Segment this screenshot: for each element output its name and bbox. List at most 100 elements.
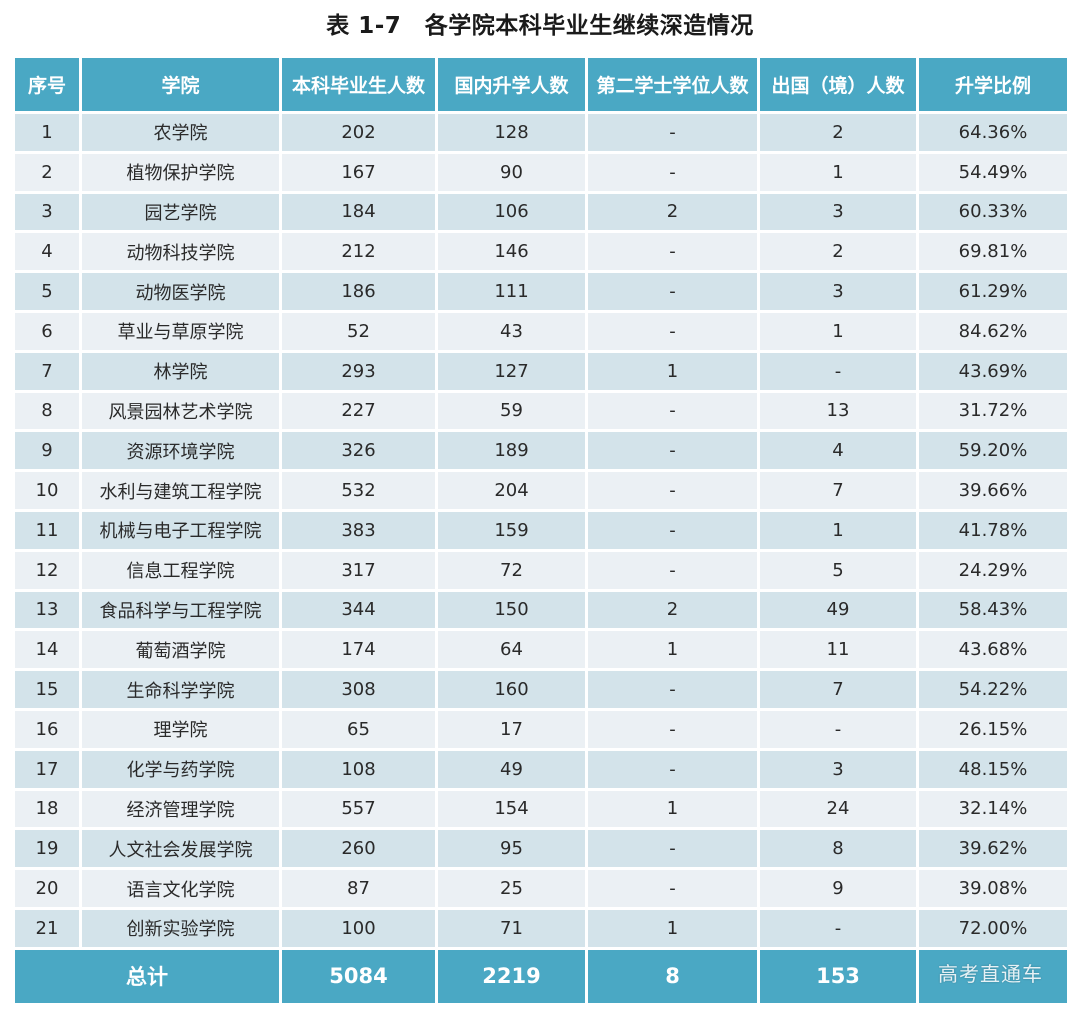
table-row: 20 语言文化学院 87 25-9 39.08% xyxy=(15,870,1067,907)
total-second-degree: 8 xyxy=(588,949,757,1003)
cell-college: 草业与草原学院 xyxy=(82,312,279,350)
cell-college: 动物医学院 xyxy=(82,273,279,310)
total-graduates: 5084 xyxy=(282,949,435,1003)
cell-abroad: 3 xyxy=(760,750,916,788)
table-row: 10 水利与建筑工程学院 532 204-7 39.66% xyxy=(15,472,1067,509)
header-abroad: 出国（境）人数 xyxy=(760,58,916,111)
cell-index: 16 xyxy=(15,710,79,748)
table-row: 13 食品科学与工程学院 344 150 2 49 58.43% xyxy=(15,591,1067,629)
cell-index: 11 xyxy=(15,511,79,549)
total-label: 总计 xyxy=(15,949,279,1003)
cell-second-degree: - xyxy=(588,432,757,470)
cell-domestic: 160 xyxy=(438,671,585,708)
cell-college: 水利与建筑工程学院 xyxy=(82,472,279,509)
cell-domestic: 150 xyxy=(438,591,585,629)
cell-college: 理学院 xyxy=(82,710,279,748)
table-row: 17 化学与药学院 108 49-3 48.15% xyxy=(15,750,1067,788)
cell-graduates: 326 xyxy=(282,432,435,470)
cell-index: 19 xyxy=(15,830,79,868)
cell-index: 4 xyxy=(15,233,79,271)
table-row: 8 风景园林艺术学院 227 59-13 31.72% xyxy=(15,392,1067,430)
cell-second-degree: - xyxy=(588,830,757,868)
table-title: 表 1-7 各学院本科毕业生继续深造情况 xyxy=(326,13,754,39)
cell-graduates: 52 xyxy=(282,312,435,350)
cell-college: 农学院 xyxy=(82,114,279,151)
cell-index: 8 xyxy=(15,392,79,430)
cell-college: 创新实验学院 xyxy=(82,909,279,947)
cell-domestic: 204 xyxy=(438,472,585,509)
cell-domestic: 189 xyxy=(438,432,585,470)
cell-second-degree: - xyxy=(588,710,757,748)
cell-graduates: 87 xyxy=(282,870,435,907)
cell-college: 语言文化学院 xyxy=(82,870,279,907)
cell-second-degree: - xyxy=(588,511,757,549)
cell-graduates: 202 xyxy=(282,114,435,151)
cell-second-degree: - xyxy=(588,551,757,589)
table-row: 19 人文社会发展学院 260 95-8 39.62% xyxy=(15,830,1067,868)
cell-graduates: 186 xyxy=(282,273,435,310)
cell-ratio: 64.36% xyxy=(919,114,1067,151)
header-ratio: 升学比例 xyxy=(919,58,1067,111)
cell-domestic: 72 xyxy=(438,551,585,589)
cell-domestic: 90 xyxy=(438,153,585,191)
continuing-education-table: 序号 学院 本科毕业生人数 国内升学人数 第二学士学位人数 出国（境）人数 升学… xyxy=(12,55,1070,1006)
total-ratio xyxy=(919,949,1067,1003)
cell-college: 机械与电子工程学院 xyxy=(82,511,279,549)
cell-index: 7 xyxy=(15,352,79,390)
cell-second-degree: - xyxy=(588,153,757,191)
cell-college: 林学院 xyxy=(82,352,279,390)
cell-abroad: 4 xyxy=(760,432,916,470)
cell-abroad: - xyxy=(760,710,916,748)
cell-index: 10 xyxy=(15,472,79,509)
cell-domestic: 111 xyxy=(438,273,585,310)
cell-ratio: 61.29% xyxy=(919,273,1067,310)
cell-second-degree: - xyxy=(588,472,757,509)
cell-abroad: - xyxy=(760,909,916,947)
cell-ratio: 72.00% xyxy=(919,909,1067,947)
header-college: 学院 xyxy=(82,58,279,111)
cell-college: 葡萄酒学院 xyxy=(82,631,279,669)
cell-ratio: 41.78% xyxy=(919,511,1067,549)
cell-domestic: 43 xyxy=(438,312,585,350)
cell-abroad: 49 xyxy=(760,591,916,629)
cell-ratio: 43.69% xyxy=(919,352,1067,390)
cell-abroad: 2 xyxy=(760,233,916,271)
watermark: 高考直通车 xyxy=(938,962,1043,986)
cell-domestic: 64 xyxy=(438,631,585,669)
cell-graduates: 317 xyxy=(282,551,435,589)
table-row: 18 经济管理学院 557 154 1 24 32.14% xyxy=(15,790,1067,828)
cell-graduates: 532 xyxy=(282,472,435,509)
table-row: 3 园艺学院 184 106 2 3 60.33% xyxy=(15,193,1067,231)
cell-ratio: 39.62% xyxy=(919,830,1067,868)
cell-graduates: 184 xyxy=(282,193,435,231)
cell-ratio: 24.29% xyxy=(919,551,1067,589)
table-body: 1 农学院 202 128-2 64.36% 2 植物保护学院 167 90-1 54.49% 3 园… xyxy=(15,114,1067,947)
cell-college: 经济管理学院 xyxy=(82,790,279,828)
cell-college: 资源环境学院 xyxy=(82,432,279,470)
cell-ratio: 39.66% xyxy=(919,472,1067,509)
cell-index: 21 xyxy=(15,909,79,947)
cell-college: 食品科学与工程学院 xyxy=(82,591,279,629)
cell-index: 18 xyxy=(15,790,79,828)
cell-index: 5 xyxy=(15,273,79,310)
table-row: 21 创新实验学院 100 71 1-72.00% xyxy=(15,909,1067,947)
cell-ratio: 60.33% xyxy=(919,193,1067,231)
cell-college: 化学与药学院 xyxy=(82,750,279,788)
cell-second-degree: - xyxy=(588,114,757,151)
cell-abroad: 8 xyxy=(760,830,916,868)
cell-second-degree: 2 xyxy=(588,193,757,231)
table-row: 6 草业与草原学院 52 43-1 84.62% xyxy=(15,312,1067,350)
cell-abroad: 3 xyxy=(760,273,916,310)
cell-index: 2 xyxy=(15,153,79,191)
cell-abroad: 7 xyxy=(760,671,916,708)
cell-index: 1 xyxy=(15,114,79,151)
cell-ratio: 59.20% xyxy=(919,432,1067,470)
table-row: 7 林学院 293 127 1-43.69% xyxy=(15,352,1067,390)
cell-domestic: 128 xyxy=(438,114,585,151)
cell-college: 人文社会发展学院 xyxy=(82,830,279,868)
header-row: 序号 学院 本科毕业生人数 国内升学人数 第二学士学位人数 出国（境）人数 升学… xyxy=(15,58,1067,111)
cell-domestic: 159 xyxy=(438,511,585,549)
header-index: 序号 xyxy=(15,58,79,111)
cell-domestic: 59 xyxy=(438,392,585,430)
cell-ratio: 43.68% xyxy=(919,631,1067,669)
